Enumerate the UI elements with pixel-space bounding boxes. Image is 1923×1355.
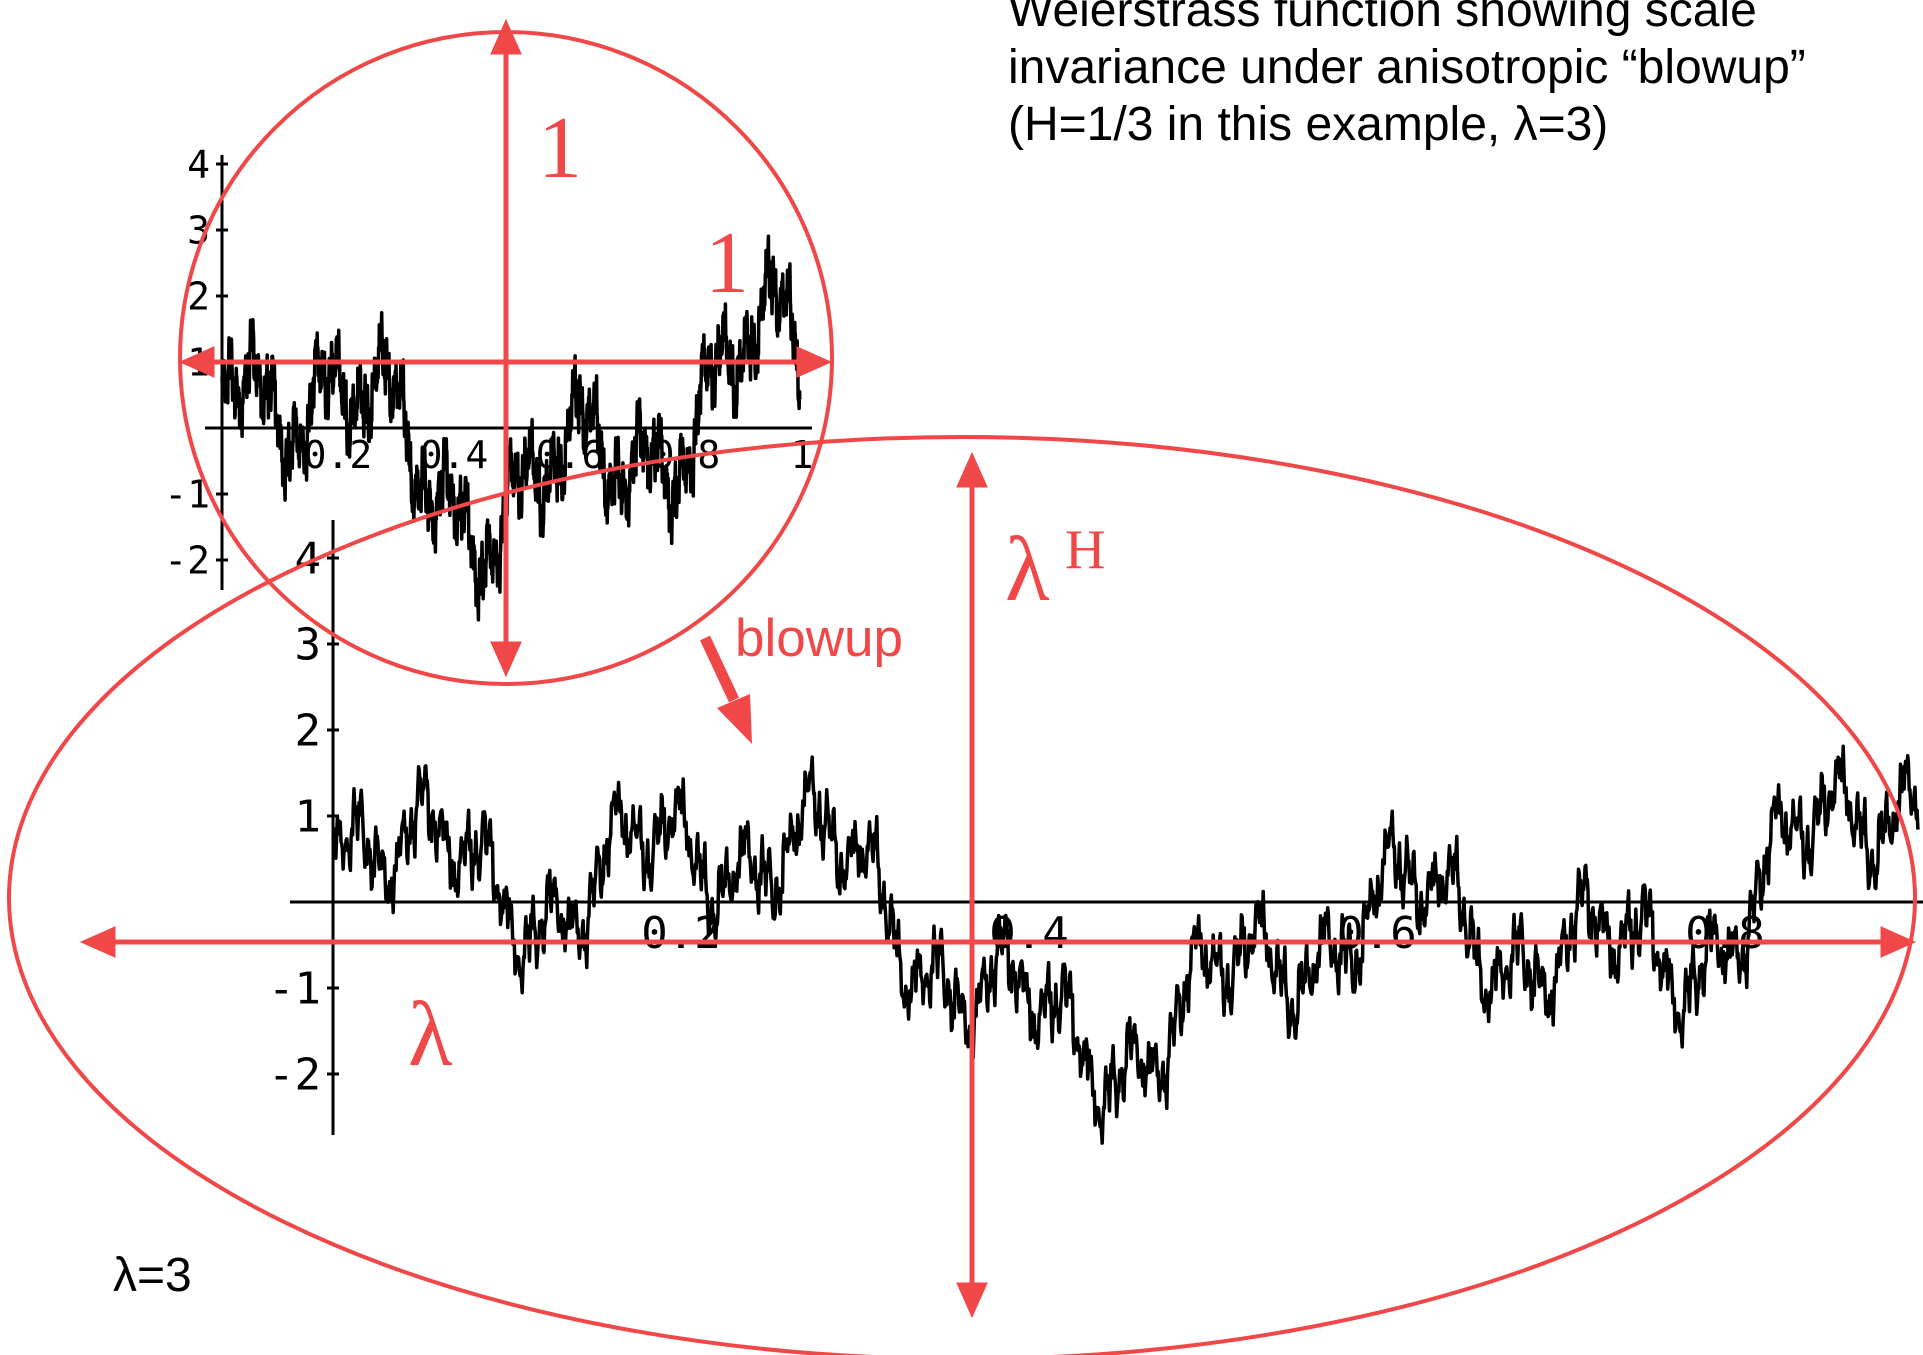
small-y-tick-label: 4 (187, 142, 210, 186)
arrowhead-left (178, 346, 215, 378)
lambda-label: λ (408, 983, 453, 1085)
arrowhead-right (796, 346, 833, 378)
small-y-tick-label: 3 (187, 208, 210, 252)
unit-vertical-label: 1 (538, 100, 582, 197)
arrowhead-right (1880, 926, 1917, 958)
small-x-tick-label: 0.4 (420, 433, 489, 477)
lambda-h-exponent: H (1065, 519, 1105, 581)
large-y-tick-label: -1 (268, 963, 321, 1014)
large-y-tick-label: 1 (295, 791, 322, 842)
small-y-tick-label: -2 (164, 538, 210, 582)
large-y-tick-label: 3 (295, 619, 322, 670)
large-y-tick-label: 2 (295, 705, 322, 756)
unit-horizontal-label: 1 (705, 215, 749, 312)
small-x-tick-label: 0.2 (304, 433, 373, 477)
arrowhead-left (79, 926, 116, 958)
lambda-note: λ=3 (113, 1249, 192, 1302)
arrowhead-down (956, 1282, 988, 1319)
lambda-h-label: λ (1005, 518, 1050, 620)
arrowhead-down (490, 641, 522, 678)
large-y-tick-label: -2 (268, 1049, 321, 1100)
small-y-tick-label: 2 (187, 274, 210, 318)
blowup-label: blowup (735, 609, 903, 668)
blowup-ellipse (7, 435, 1917, 1355)
blowup-arrow (700, 635, 752, 744)
large-x-tick-label: 0.8 (1685, 908, 1764, 959)
arrowhead-up (490, 18, 522, 55)
caption: Weierstrass function showing scale invar… (1008, 0, 1806, 151)
arrowhead-up (956, 451, 988, 488)
large-weierstrass-curve (331, 744, 1920, 1145)
small-plot: 0.20.40.60.814321-1-2 (164, 142, 813, 622)
small-weierstrass-curve (220, 234, 802, 622)
